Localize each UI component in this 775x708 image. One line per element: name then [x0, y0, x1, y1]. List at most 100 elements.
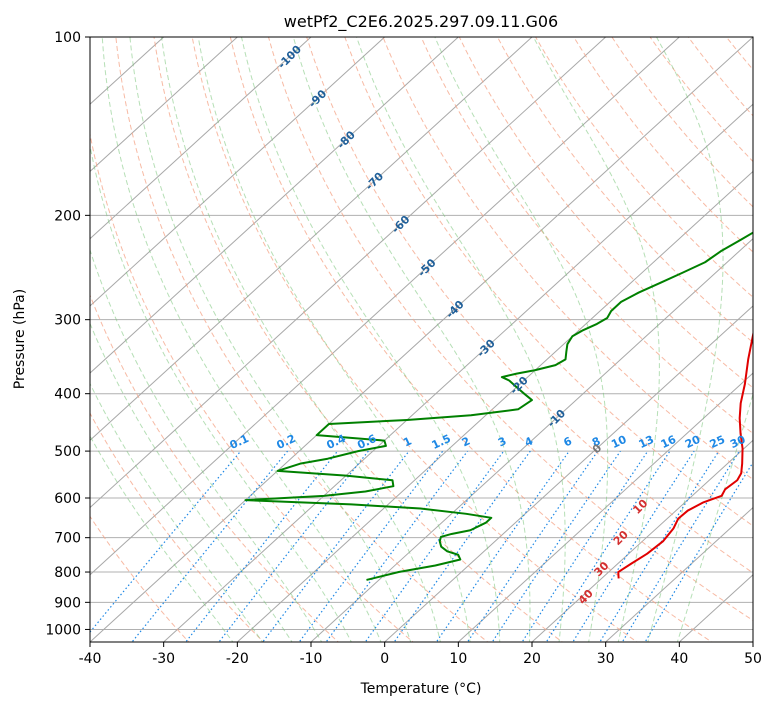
mixing-ratio-line: [599, 450, 720, 642]
dry-adiabat-line: [611, 37, 753, 208]
dry-adiabat-line: [458, 37, 753, 389]
y-tick-label: 100: [54, 30, 81, 46]
dry-adiabat-line: [153, 37, 564, 642]
x-tick-label: 0: [380, 651, 389, 667]
isotherm-line: [236, 170, 753, 642]
mixing-ratio-line: [90, 450, 242, 634]
isotherm-line: [90, 37, 607, 509]
mixing-ratio-line: [491, 450, 621, 642]
mixing-ratio-line: [325, 450, 469, 642]
moist-adiabat-label: 30: [592, 559, 612, 579]
isotherm-line: [90, 37, 753, 642]
dry-adiabat-line: [754, 24, 775, 645]
isotherm-line: [90, 37, 533, 442]
moist-adiabat-line: [647, 37, 724, 642]
dry-adiabat-line: [725, 37, 753, 71]
mixing-ratio-line: [435, 450, 570, 642]
x-tick-label: -20: [226, 651, 249, 667]
mixing-ratio-line: [393, 450, 531, 642]
tick-layer: -40 -30 -20 -10 0 10 20 30 40 5010020030040050060…: [45, 30, 762, 667]
moist-adiabat-line: [197, 37, 471, 642]
isotherm-line: [90, 37, 312, 240]
moist-adiabat-line: [532, 37, 660, 642]
isotherm-line: [310, 237, 753, 642]
temperature-profile-line: [617, 330, 753, 579]
x-tick-label: -30: [152, 651, 175, 667]
moist-adiabat-label: 10: [630, 497, 650, 517]
y-tick-label: 200: [54, 208, 81, 224]
x-axis-label: Temperature (°C): [360, 681, 482, 697]
chart-title: wetPf2_C2E6.2025.297.09.11.G06: [284, 12, 558, 32]
plot-frame: [89, 36, 754, 643]
moist-adiabat-line: [90, 322, 293, 642]
dry-adiabat-line: [306, 37, 753, 574]
mixing-ratio-label: 0.2: [275, 432, 298, 452]
mixing-ratio-line: [466, 450, 599, 642]
isotherm-line: [90, 37, 238, 173]
dry-adiabat-line: [496, 37, 753, 344]
mixing-ratio-line: [298, 450, 444, 642]
series-layer: [244, 231, 753, 581]
y-tick-label: 400: [54, 387, 81, 403]
moist-adiabat-line: [292, 37, 531, 642]
moist-adiabat-label: 20: [611, 528, 631, 548]
mixing-ratio-label: 0.4: [325, 432, 348, 452]
x-tick-label: 30: [597, 651, 615, 667]
mixing-ratio-label: 13: [637, 433, 656, 451]
mixing-ratio-label: 25: [708, 433, 727, 451]
dry-adiabat-line: [115, 37, 489, 642]
mixing-ratio-line: [621, 450, 740, 642]
mixing-ratio-label: 6: [561, 434, 574, 449]
x-tick-label: -40: [79, 651, 102, 667]
y-tick-label: 1000: [45, 622, 81, 638]
dry-adiabat-line: [90, 412, 265, 642]
dry-adiabat-line: [267, 37, 753, 622]
dry-adiabat-line: [90, 131, 414, 642]
y-tick-label: 300: [54, 313, 81, 329]
mixing-ratio-label: 1: [401, 434, 413, 449]
moist-adiabat-line: [676, 392, 753, 642]
mixing-ratio-line: [131, 450, 289, 642]
moist-adiabat-line: [241, 37, 501, 642]
y-tick-label: 800: [54, 565, 81, 581]
dry-adiabat-line: [420, 37, 753, 435]
dry-adiabat-line: [90, 293, 339, 642]
moist-adiabat-line: [356, 37, 566, 642]
mixing-ratio-label: 10: [609, 433, 629, 451]
dry-adiabat-line: [649, 37, 753, 163]
mixing-ratio-label: 0.1: [228, 432, 251, 452]
isotherm-line: [752, 641, 753, 642]
mixing-ratio-label: 16: [659, 433, 679, 451]
x-tick-label: 50: [744, 651, 762, 667]
isotherm-line: [90, 37, 680, 576]
dry-adiabat-line: [687, 37, 753, 117]
mixing-ratio-line: [364, 450, 505, 642]
isotherm-line: [457, 372, 753, 642]
y-tick-label: 900: [54, 595, 81, 611]
mixing-ratio-label: 30: [728, 433, 748, 451]
mixing-ratio-line: [521, 450, 649, 642]
mixing-ratio-line: [185, 450, 339, 642]
dry-adiabat-line: [90, 515, 190, 642]
isotherm-line: [90, 37, 459, 374]
x-tick-label: -10: [300, 651, 323, 667]
dry-adiabat-line: [191, 37, 638, 642]
y-tick-label: 500: [54, 444, 81, 460]
y-tick-label: 700: [54, 531, 81, 547]
mixing-ratio-line: [545, 450, 671, 642]
isotherm-line: [384, 305, 753, 642]
dry-adiabat-line: [229, 37, 713, 642]
moist-adiabat-line: [90, 434, 234, 642]
mixing-ratio-line: [572, 450, 695, 642]
dry-adiabat-line: [344, 37, 753, 527]
isotherm-line: [531, 439, 753, 642]
moist-adiabat-line: [129, 37, 412, 642]
dry-adiabat-line: [382, 37, 753, 481]
dewpoint-profile-line: [244, 231, 753, 581]
dry-adiabat-line: [535, 37, 753, 298]
isotherm-line: [605, 506, 753, 642]
y-tick-label: 600: [54, 491, 81, 507]
x-tick-label: 10: [449, 651, 467, 667]
moist-adiabat-line: [90, 248, 323, 642]
